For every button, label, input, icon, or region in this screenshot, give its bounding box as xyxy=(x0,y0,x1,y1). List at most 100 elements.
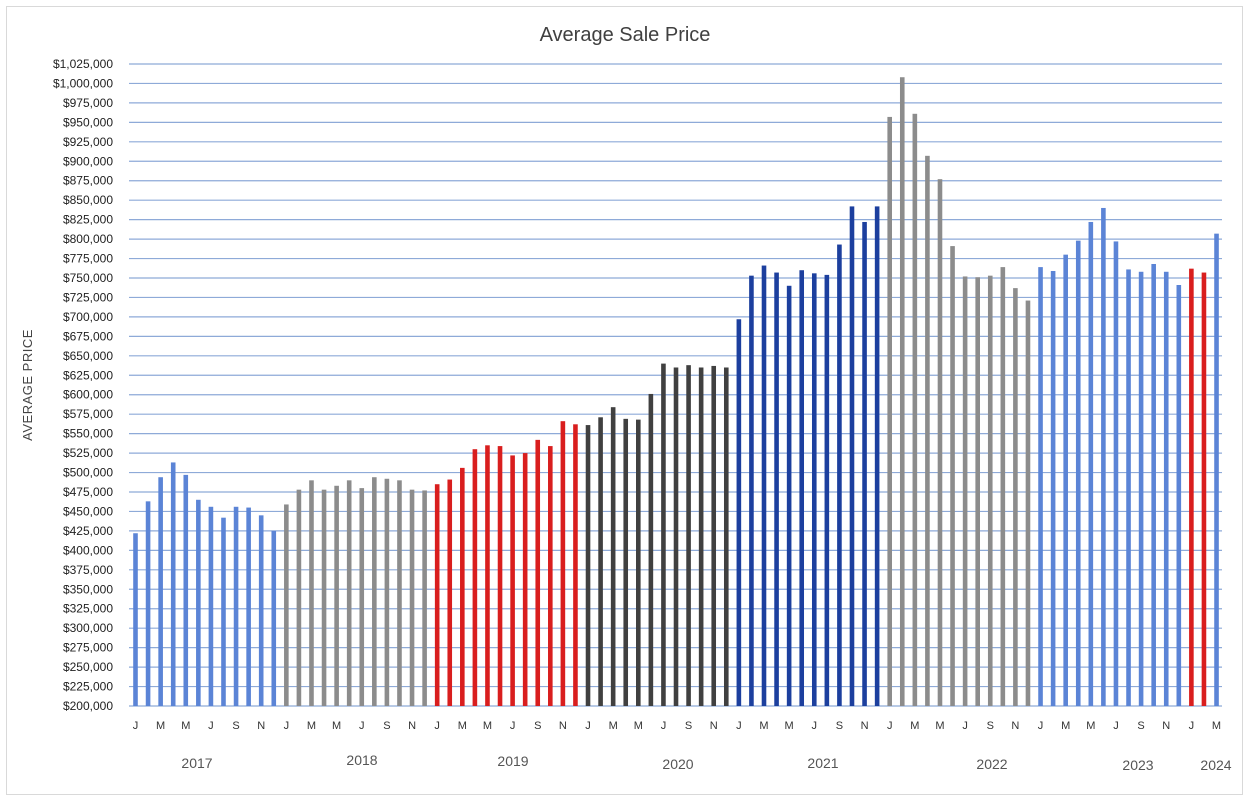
month-label: J xyxy=(887,720,893,732)
month-label: S xyxy=(1137,720,1144,732)
month-label: S xyxy=(685,720,692,732)
bar xyxy=(1151,263,1156,706)
month-label: M xyxy=(458,720,467,732)
month-label: S xyxy=(383,720,390,732)
bar xyxy=(1000,267,1006,706)
bars xyxy=(133,77,1219,707)
bar xyxy=(447,479,453,706)
bar xyxy=(937,179,943,707)
month-label: M xyxy=(609,720,618,732)
month-label: J xyxy=(510,720,516,732)
bar xyxy=(899,77,905,707)
y-tick-labels: $200,000 $225,000 $250,000 $275,000 $300,000… xyxy=(53,57,113,713)
month-label: J xyxy=(133,720,139,732)
bar xyxy=(1138,271,1144,706)
bar xyxy=(573,424,578,706)
bar xyxy=(196,499,201,706)
y-tick-label: $900,000 xyxy=(63,154,113,168)
bar xyxy=(497,446,503,706)
bar xyxy=(761,265,767,706)
bar xyxy=(862,221,867,707)
y-tick-label: $300,000 xyxy=(63,621,113,635)
bar xyxy=(359,488,365,706)
bar xyxy=(535,439,541,706)
bar xyxy=(485,445,490,706)
bar xyxy=(158,477,163,706)
month-label: M xyxy=(634,720,643,732)
bar xyxy=(1013,288,1018,706)
month-label: N xyxy=(257,720,265,732)
year-label: 2017 xyxy=(181,755,212,771)
bar xyxy=(1088,221,1094,707)
year-labels: 2017 2018 2019 2020 2021 2022 2023 2024 xyxy=(181,752,1231,773)
bar xyxy=(610,407,616,706)
bar xyxy=(472,449,478,706)
bar xyxy=(1075,240,1081,706)
bar xyxy=(1050,270,1056,706)
month-label: J xyxy=(736,720,742,732)
bar xyxy=(246,507,251,706)
bar xyxy=(296,489,302,706)
bar xyxy=(686,365,691,706)
y-tick-label: $475,000 xyxy=(63,485,113,499)
bar xyxy=(434,484,440,706)
bar xyxy=(673,367,679,706)
bar xyxy=(698,367,704,706)
year-label: 2019 xyxy=(497,753,528,769)
month-label: J xyxy=(1189,720,1195,732)
month-label: J xyxy=(661,720,667,732)
month-label: M xyxy=(759,720,768,732)
bar xyxy=(208,506,214,706)
bar xyxy=(510,455,515,706)
y-tick-label: $1,025,000 xyxy=(53,57,113,71)
month-label: N xyxy=(559,720,567,732)
bar xyxy=(1101,207,1106,707)
year-label: 2021 xyxy=(807,755,838,771)
bar xyxy=(397,480,402,706)
y-tick-label: $925,000 xyxy=(63,135,113,149)
bar xyxy=(749,275,754,706)
y-tick-label: $200,000 xyxy=(63,699,113,713)
month-label: M xyxy=(935,720,944,732)
year-label: 2020 xyxy=(662,756,693,772)
month-label: M xyxy=(483,720,492,732)
bar xyxy=(987,275,993,706)
bar xyxy=(1063,254,1068,706)
bar xyxy=(1214,233,1219,707)
bar xyxy=(711,365,717,706)
month-label: J xyxy=(284,720,290,732)
month-label: M xyxy=(910,720,919,732)
bar xyxy=(1201,272,1207,706)
bar xyxy=(409,489,415,706)
y-tick-label: $1,000,000 xyxy=(53,76,113,90)
month-label: J xyxy=(585,720,591,732)
bar xyxy=(145,501,151,706)
y-tick-label: $975,000 xyxy=(63,96,113,110)
bar xyxy=(786,285,792,706)
bar xyxy=(183,474,189,706)
bar xyxy=(334,485,339,706)
year-label: 2024 xyxy=(1200,757,1231,773)
bar xyxy=(925,155,930,707)
bar xyxy=(598,417,603,706)
y-axis-title: AVERAGE PRICE xyxy=(20,329,35,441)
bar xyxy=(1025,300,1031,706)
bar xyxy=(221,517,226,706)
month-label: N xyxy=(1162,720,1170,732)
bar xyxy=(661,363,666,706)
month-label: M xyxy=(1212,720,1221,732)
chart-title: Average Sale Price xyxy=(540,24,711,46)
year-label: 2022 xyxy=(976,756,1007,772)
bar xyxy=(874,206,880,706)
y-tick-label: $600,000 xyxy=(63,388,113,402)
bar xyxy=(799,270,805,706)
bar xyxy=(309,480,314,706)
month-label: M xyxy=(785,720,794,732)
y-tick-label: $350,000 xyxy=(63,582,113,596)
bar xyxy=(1038,267,1043,706)
bar xyxy=(648,393,654,706)
bar xyxy=(623,418,629,706)
bar xyxy=(1126,269,1131,706)
y-tick-label: $625,000 xyxy=(63,368,113,382)
